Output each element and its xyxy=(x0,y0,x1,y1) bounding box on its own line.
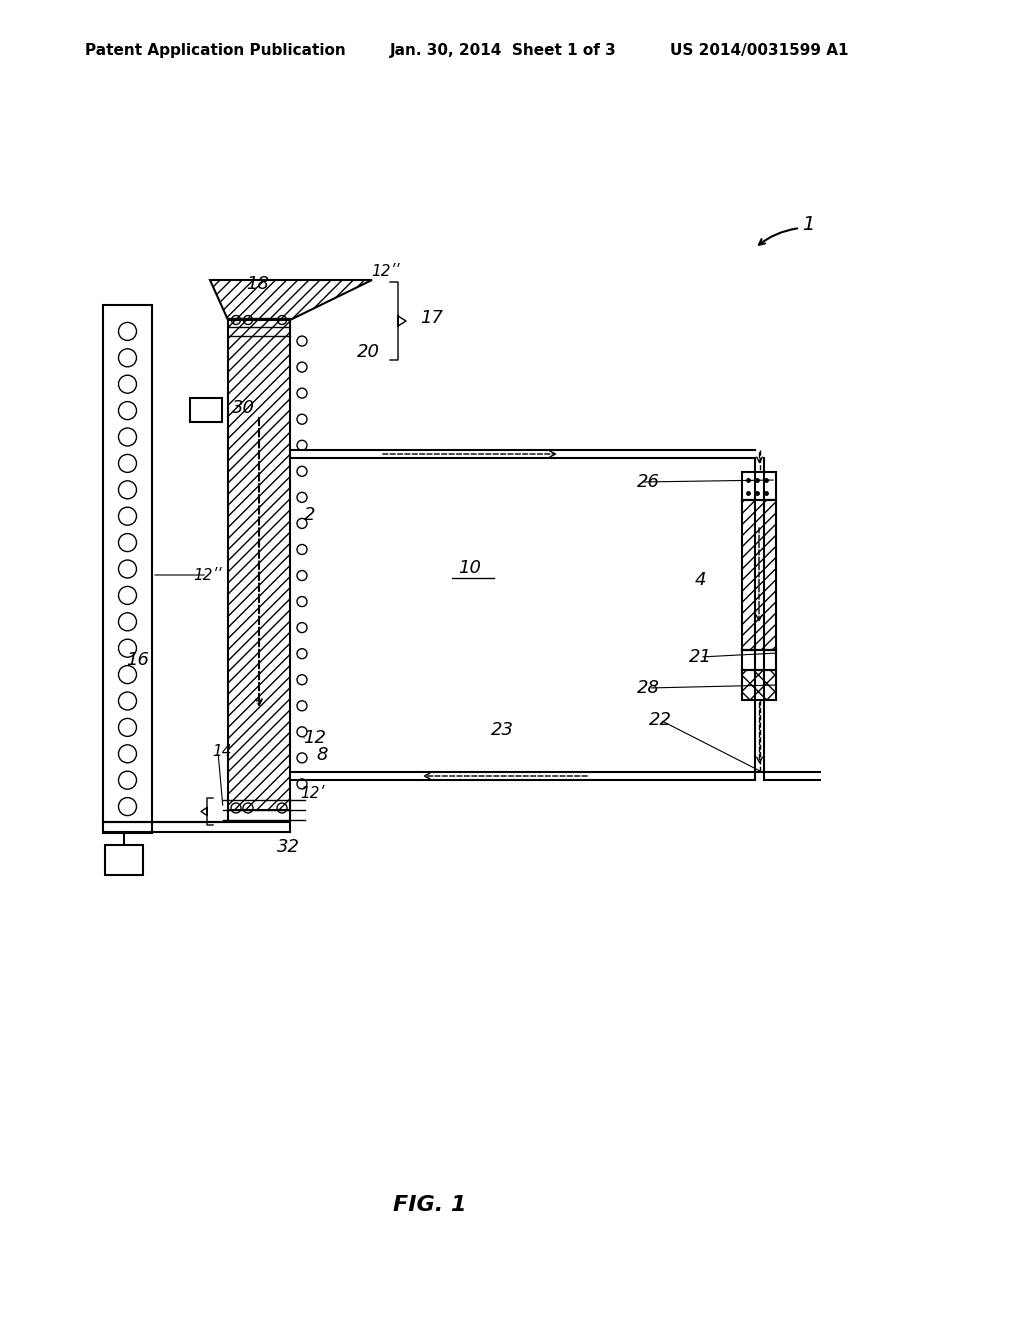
Text: 12ʹʹ: 12ʹʹ xyxy=(371,264,399,280)
Text: 8: 8 xyxy=(316,746,328,764)
Text: 21: 21 xyxy=(688,648,712,667)
Text: 2: 2 xyxy=(304,506,315,524)
Text: 10: 10 xyxy=(459,558,481,577)
Bar xyxy=(228,315,290,810)
Text: 22: 22 xyxy=(648,711,672,729)
Text: US 2014/0031599 A1: US 2014/0031599 A1 xyxy=(670,42,849,58)
Text: 32: 32 xyxy=(276,838,299,855)
Text: Jan. 30, 2014  Sheet 1 of 3: Jan. 30, 2014 Sheet 1 of 3 xyxy=(390,42,616,58)
Text: 17: 17 xyxy=(421,309,443,327)
Text: Patent Application Publication: Patent Application Publication xyxy=(85,42,346,58)
Text: 18: 18 xyxy=(247,275,269,293)
Text: 12ʹ: 12ʹ xyxy=(300,785,324,800)
Text: 30: 30 xyxy=(231,399,255,417)
Text: 23: 23 xyxy=(490,721,513,739)
Text: 12: 12 xyxy=(303,729,327,747)
Text: 1: 1 xyxy=(802,215,814,235)
Polygon shape xyxy=(210,280,372,319)
Bar xyxy=(742,671,776,700)
Text: 4: 4 xyxy=(694,572,706,589)
Text: 28: 28 xyxy=(637,678,659,697)
Text: 20: 20 xyxy=(356,343,380,360)
Text: 26: 26 xyxy=(637,473,659,491)
Text: 16: 16 xyxy=(127,651,150,669)
Text: 14: 14 xyxy=(212,744,231,759)
Text: FIG. 1: FIG. 1 xyxy=(393,1195,467,1214)
Bar xyxy=(103,305,152,833)
Text: 12ʹʹ: 12ʹʹ xyxy=(193,568,221,582)
Bar xyxy=(105,845,143,875)
Bar xyxy=(190,399,222,422)
Bar xyxy=(742,473,776,500)
Bar xyxy=(742,500,776,649)
